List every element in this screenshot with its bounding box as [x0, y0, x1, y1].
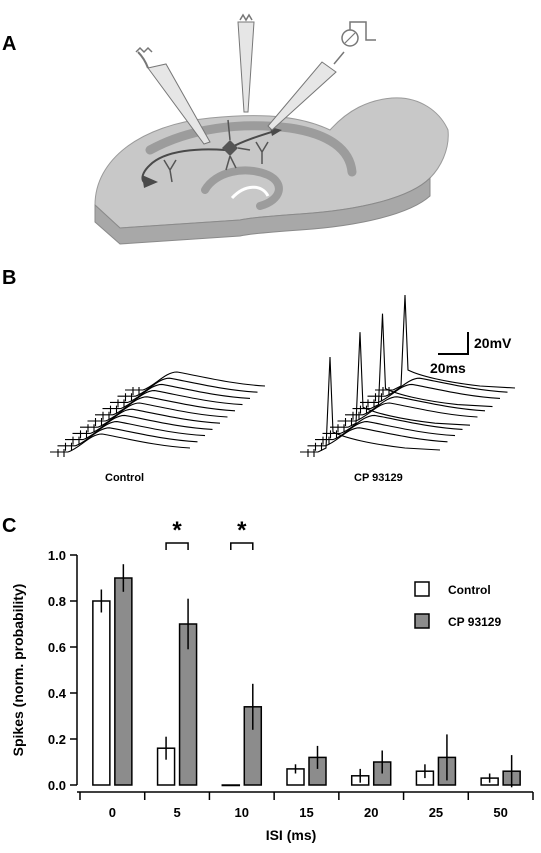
trace-epsp: [322, 414, 463, 439]
x-tick-label: 0: [109, 805, 116, 820]
stimulating-electrode-left: [135, 46, 211, 145]
dentate-gyrus-band: [201, 166, 283, 210]
y-tick-label: 0.6: [48, 640, 66, 655]
y-ticks: 0.0 0.2 0.4 0.6 0.8 1.0: [48, 548, 77, 793]
significance-bracket: [165, 542, 189, 550]
y-tick-label: 0.8: [48, 594, 66, 609]
bar-cp93129: [114, 577, 133, 786]
x-tick-label: 10: [235, 805, 249, 820]
drug-trace-label: CP 93129: [354, 472, 403, 484]
trace-epsp: [50, 433, 191, 457]
trace-epsp: [117, 377, 258, 402]
significance-markers: * *: [165, 517, 254, 550]
y-tick-label: 1.0: [48, 548, 66, 563]
legend: Control CP 93129: [414, 581, 501, 629]
x-axis-title: ISI (ms): [266, 827, 317, 843]
trace-epsp: [72, 414, 213, 439]
legend-label-drug: CP 93129: [448, 615, 501, 629]
scale-bar: 20mV 20ms: [430, 332, 512, 376]
trace-epsp: [360, 383, 501, 408]
trace-with-spike: [330, 332, 471, 433]
hilus-highlight: [230, 185, 270, 200]
significance-bracket: [230, 542, 254, 550]
trace-epsp: [87, 402, 228, 426]
pathway-arrow-left: [142, 175, 158, 188]
x-tick-label: 5: [173, 805, 180, 820]
panel-c-label: C: [2, 515, 16, 537]
legend-label-control: Control: [448, 583, 491, 597]
stimulating-electrode-center: [237, 13, 255, 113]
trace-epsp: [367, 377, 508, 402]
trace-epsp: [307, 427, 448, 451]
trace-epsp: [57, 427, 198, 451]
neuron-right: [255, 141, 269, 164]
ca-band: [145, 121, 357, 177]
trace-with-spike: [352, 313, 493, 414]
trace-with-spike: [300, 356, 441, 457]
neuron-left: [163, 159, 177, 183]
x-tick-label: 20: [364, 805, 378, 820]
trace-epsp: [337, 402, 478, 426]
control-traces: [50, 371, 266, 457]
bar-control: [221, 784, 241, 787]
bar-control: [92, 600, 111, 786]
y-tick-label: 0.4: [48, 686, 67, 701]
legend-swatch-drug: [414, 613, 430, 629]
significance-star: *: [237, 517, 247, 544]
trace-epsp: [345, 396, 486, 420]
neuron-soma-center: [222, 140, 238, 156]
trace-epsp: [110, 383, 251, 408]
legend-swatch-control: [414, 581, 430, 597]
trace-epsp: [102, 390, 243, 414]
scale-time-label: 20ms: [430, 360, 466, 376]
control-trace-label: Control: [105, 472, 144, 484]
slice-side: [94, 176, 431, 245]
recording-electrode: [267, 21, 376, 131]
drug-traces: [300, 294, 516, 457]
x-tick-label: 25: [429, 805, 443, 820]
neuron-dendrites-center: [225, 119, 251, 171]
scale-voltage-label: 20mV: [474, 335, 512, 351]
hippocampal-slice-illustration: [94, 13, 449, 245]
trace-epsp: [315, 421, 456, 445]
significance-star: *: [172, 517, 182, 544]
x-tick-label: 50: [493, 805, 507, 820]
trace-epsp: [125, 371, 266, 395]
panel-b-label: B: [2, 267, 16, 289]
trace-epsp: [65, 421, 206, 445]
y-tick-label: 0.0: [48, 778, 66, 793]
panel-a-label: A: [2, 33, 16, 55]
x-tick-label: 15: [299, 805, 313, 820]
bar-chart: 0.00.20.40.60.81.0 0 5 10 15 20 25 50 * * Spike…: [10, 517, 534, 843]
x-ticks: 0 5 10 15 20 25 50: [79, 792, 534, 820]
trace-epsp: [80, 408, 221, 433]
y-tick-label: 0.2: [48, 732, 66, 747]
trace-epsp: [95, 396, 236, 420]
y-axis-title: Spikes (norm. probability): [10, 584, 26, 757]
trace-with-spike: [375, 294, 516, 395]
bars: [92, 564, 521, 788]
